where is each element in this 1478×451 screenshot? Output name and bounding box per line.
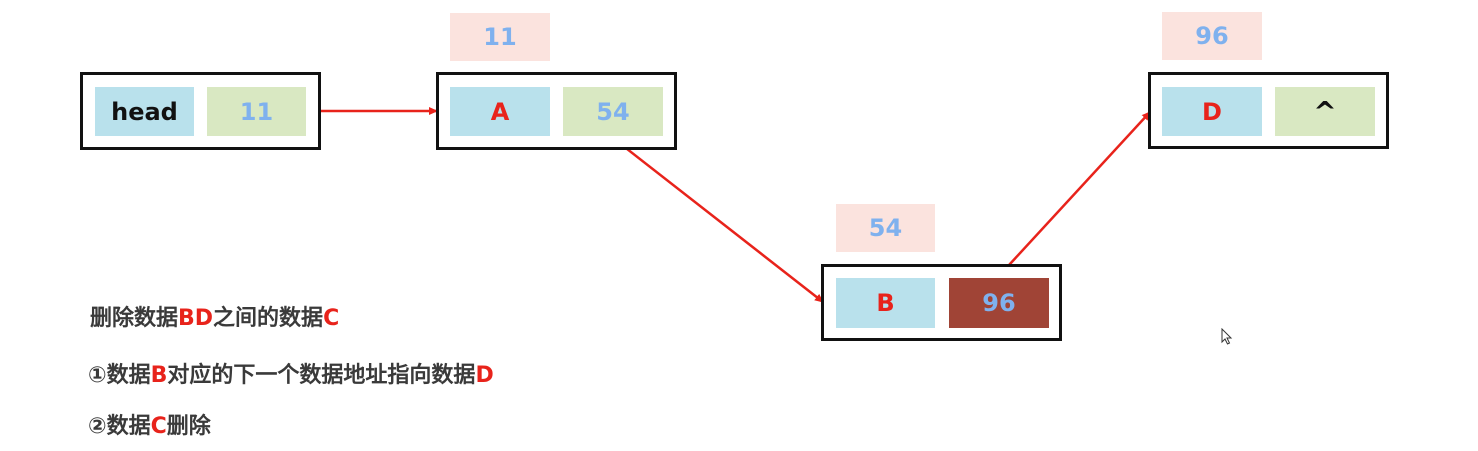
node-d-address-label: 96	[1162, 12, 1262, 60]
node-b: B 96	[821, 264, 1062, 341]
note-2-text-a: ①数据	[88, 363, 151, 388]
note-3-text-a: ②数据	[88, 414, 151, 439]
note-3-highlight-a: C	[150, 414, 167, 439]
note-line-1: 删除数据BD之间的数据C	[90, 300, 339, 332]
head-next-cell: 11	[207, 87, 306, 136]
node-a: A 54	[436, 72, 677, 150]
node-b-next-cell: 96	[949, 278, 1049, 328]
note-2-highlight-a: B	[150, 363, 168, 388]
head-node: head 11	[80, 72, 321, 150]
node-d-data-cell: D	[1162, 87, 1262, 136]
note-line-2: ①数据B对应的下一个数据地址指向数据D	[88, 357, 494, 389]
node-b-address-label: 54	[836, 204, 935, 252]
arrow-a-to-b	[612, 137, 824, 303]
note-1-highlight-a: BD	[178, 306, 214, 331]
node-a-next-cell: 54	[563, 87, 663, 136]
note-1-text-b: 之间的数据	[213, 306, 324, 331]
node-d: D ^	[1148, 72, 1389, 149]
node-b-data-cell: B	[836, 278, 935, 328]
note-2-highlight-b: D	[475, 363, 494, 388]
note-3-text-b: 删除	[166, 414, 211, 439]
note-1-text-a: 删除数据	[90, 306, 179, 331]
note-2-text-b: 对应的下一个数据地址指向数据	[167, 363, 476, 388]
node-d-next-cell: ^	[1275, 87, 1375, 136]
mouse-pointer-icon	[1221, 328, 1233, 345]
node-a-data-cell: A	[450, 87, 550, 136]
note-line-3: ②数据C删除	[88, 408, 211, 440]
node-a-address-label: 11	[450, 13, 550, 61]
arrow-b-to-d	[997, 111, 1151, 278]
head-data-cell: head	[95, 87, 194, 136]
note-1-highlight-b: C	[323, 306, 340, 331]
